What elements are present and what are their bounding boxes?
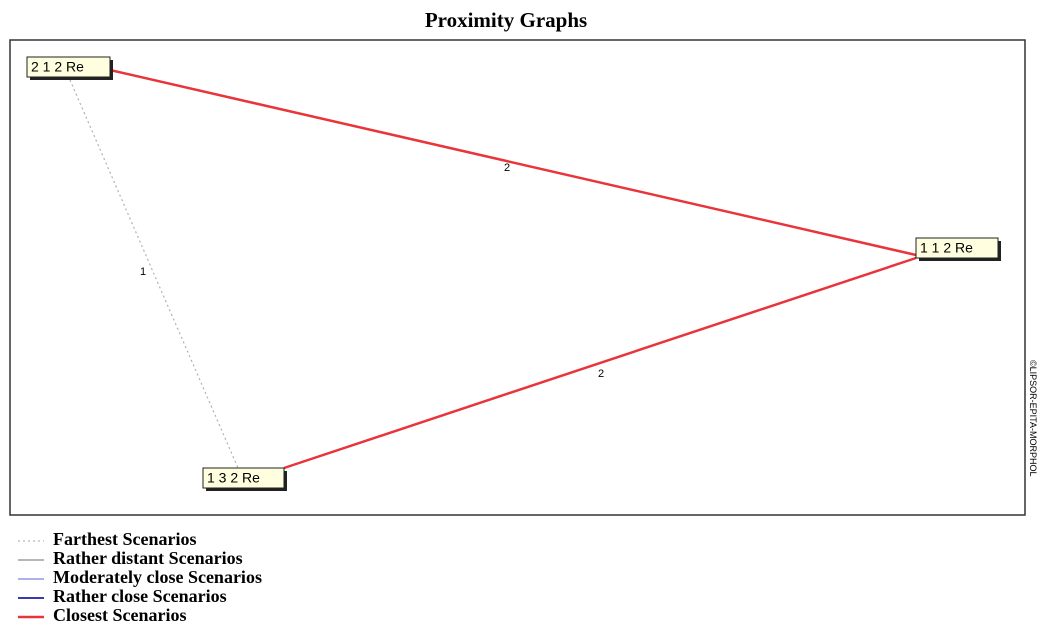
node-box <box>915 237 999 259</box>
legend-label: Farthest Scenarios <box>53 529 196 549</box>
node-box <box>26 56 111 78</box>
graph-frame <box>9 39 1026 516</box>
edge <box>283 256 917 470</box>
edge <box>109 68 917 257</box>
node-box <box>202 467 285 489</box>
legend-label: Rather close Scenarios <box>53 586 227 606</box>
edge <box>69 79 239 469</box>
copyright: ©LIPSOR-EPITA-MORPHOL <box>1028 360 1038 476</box>
node-label: 1 3 2 Re <box>207 470 260 486</box>
legend-label: Rather distant Scenarios <box>53 548 243 568</box>
edge-label: 1 <box>140 266 146 278</box>
legend-label: Moderately close Scenarios <box>53 567 262 587</box>
title: Proximity Graphs <box>425 8 587 32</box>
legend-label: Closest Scenarios <box>53 605 187 625</box>
node-label: 2 1 2 Re <box>31 59 84 75</box>
edge-label: 2 <box>504 162 510 174</box>
edge-label: 2 <box>598 368 604 380</box>
node-label: 1 1 2 Re <box>920 240 973 256</box>
